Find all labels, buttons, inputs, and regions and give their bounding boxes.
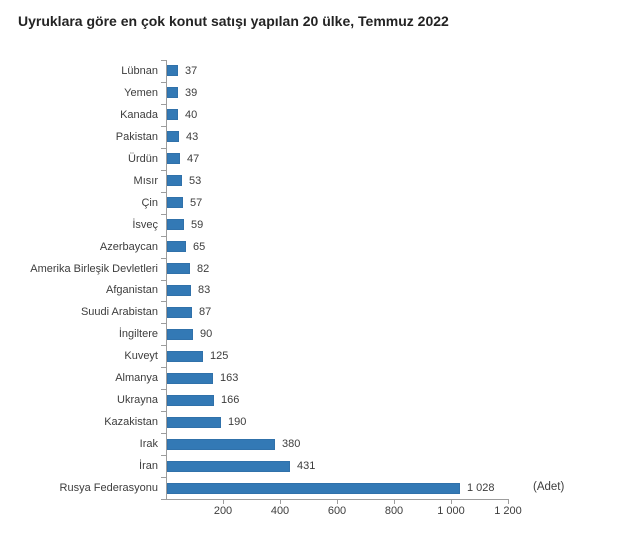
y-axis-tick: [161, 499, 166, 500]
value-label: 43: [186, 130, 199, 143]
y-axis-tick: [161, 236, 166, 237]
y-axis-tick: [161, 411, 166, 412]
value-label: 431: [297, 460, 316, 473]
value-label: 163: [220, 372, 239, 385]
y-axis-tick: [161, 455, 166, 456]
bar: [167, 372, 213, 384]
category-label: Lübnan: [121, 64, 158, 77]
chart-title: Uyruklara göre en çok konut satışı yapıl…: [18, 13, 449, 29]
bar: [167, 153, 180, 165]
category-label: Pakistan: [115, 130, 158, 143]
x-axis-tick: [280, 499, 281, 504]
category-label: Yemen: [124, 86, 158, 99]
category-label: İran: [139, 460, 158, 473]
value-label: 40: [185, 108, 198, 121]
unit-label: (Adet): [533, 481, 565, 493]
category-label: Mısır: [133, 174, 158, 187]
y-axis-tick: [161, 214, 166, 215]
y-axis-tick: [161, 280, 166, 281]
value-label: 125: [210, 350, 229, 363]
value-label: 65: [193, 240, 206, 253]
y-axis-tick: [161, 433, 166, 434]
category-label: Suudi Arabistan: [80, 306, 158, 319]
y-axis-tick: [161, 104, 166, 105]
y-axis-tick: [161, 477, 166, 478]
y-axis-tick: [161, 82, 166, 83]
bar: [167, 65, 178, 77]
category-label: Kuveyt: [124, 350, 158, 363]
value-label: 57: [190, 196, 203, 209]
value-label: 59: [191, 218, 204, 231]
category-label: Azerbaycan: [99, 240, 158, 253]
bar: [167, 87, 178, 99]
category-label: Ukrayna: [117, 394, 158, 407]
bar: [167, 109, 178, 121]
bar: [167, 131, 179, 143]
x-axis-tick: [451, 499, 452, 504]
category-label: Irak: [139, 438, 158, 451]
bar: [167, 263, 190, 275]
bar: [167, 219, 184, 231]
category-label: Kazakistan: [104, 416, 158, 429]
x-axis-tick-label: 1 200: [494, 505, 522, 517]
category-label: Çin: [141, 196, 158, 209]
category-label: Kanada: [120, 108, 158, 121]
x-axis-tick: [337, 499, 338, 504]
x-axis-tick: [508, 499, 509, 504]
y-axis-tick: [161, 126, 166, 127]
value-label: 87: [199, 306, 212, 319]
category-label: Afganistan: [106, 284, 158, 297]
bar: [167, 306, 192, 318]
value-label: 190: [228, 416, 247, 429]
value-label: 82: [197, 262, 210, 275]
bar: [167, 197, 183, 209]
category-label: İsveç: [132, 218, 158, 231]
y-axis-tick: [161, 258, 166, 259]
bar: [167, 350, 203, 362]
category-label: İngiltere: [118, 328, 158, 341]
y-axis-tick: [161, 367, 166, 368]
x-axis-tick-label: 600: [327, 505, 347, 517]
bar: [167, 175, 182, 187]
y-axis-line: [166, 60, 167, 500]
y-axis-tick: [161, 60, 166, 61]
category-label: Almanya: [115, 372, 158, 385]
bar: [167, 328, 193, 340]
y-axis-tick: [161, 345, 166, 346]
y-axis-tick: [161, 148, 166, 149]
value-label: 47: [187, 152, 200, 165]
x-axis-tick-label: 200: [213, 505, 233, 517]
x-axis-tick: [394, 499, 395, 504]
y-axis-tick: [161, 170, 166, 171]
value-label: 1 028: [467, 482, 495, 495]
category-label: Rusya Federasyonu: [59, 482, 158, 495]
category-label: Ürdün: [128, 152, 158, 165]
x-axis-tick-label: 1 000: [437, 505, 465, 517]
bar: [167, 241, 186, 253]
y-axis-tick: [161, 389, 166, 390]
value-label: 53: [189, 174, 202, 187]
bar: [167, 416, 221, 428]
value-label: 166: [221, 394, 240, 407]
y-axis-tick: [161, 301, 166, 302]
y-axis-tick: [161, 323, 166, 324]
value-label: 37: [185, 64, 198, 77]
bar: [167, 482, 460, 494]
category-label: Amerika Birleşik Devletleri: [30, 262, 158, 275]
value-label: 39: [185, 86, 198, 99]
bar: [167, 460, 290, 472]
value-label: 90: [200, 328, 213, 341]
x-axis-tick-label: 400: [270, 505, 290, 517]
y-axis-tick: [161, 192, 166, 193]
bar: [167, 394, 214, 406]
x-axis-tick: [223, 499, 224, 504]
bar: [167, 438, 275, 450]
value-label: 380: [282, 438, 301, 451]
x-axis-tick-label: 800: [384, 505, 404, 517]
value-label: 83: [198, 284, 211, 297]
bar: [167, 284, 191, 296]
